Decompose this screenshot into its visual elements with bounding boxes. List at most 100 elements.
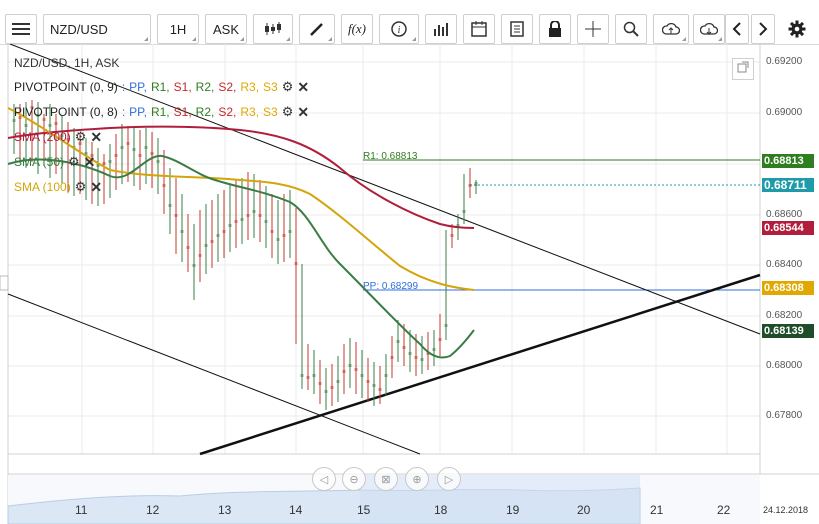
info-button[interactable]: i: [379, 14, 419, 44]
calendar-button[interactable]: [463, 14, 495, 44]
candle-body: [48, 124, 52, 127]
lock-button[interactable]: [539, 14, 571, 44]
candle-body: [132, 148, 136, 151]
cloud-download-button[interactable]: [693, 14, 725, 44]
arrow-right-icon: ▷: [444, 473, 454, 486]
price-chart[interactable]: NZD/USD, 1H, ASK PIVOTPOINT (0, 9) : PP,…: [0, 44, 819, 524]
zoom-button[interactable]: [615, 14, 647, 44]
close-icon[interactable]: ✕: [297, 104, 310, 120]
scroll-left-button[interactable]: [725, 14, 749, 44]
nav-prev-button[interactable]: ◁: [312, 467, 336, 491]
pivot-part: R2,: [195, 105, 215, 119]
indicator-separator: :: [121, 105, 126, 119]
symbol-select[interactable]: NZD/USD: [43, 14, 151, 44]
close-icon[interactable]: ✕: [90, 179, 103, 195]
calendar-icon: [471, 21, 487, 37]
candle-body: [438, 338, 442, 341]
zoom-out-icon: ⊖: [349, 473, 359, 486]
trendline-lower-left: [7, 293, 421, 455]
candle-body: [408, 352, 412, 355]
candle-body: [348, 364, 352, 367]
price-tag: 0.68813: [762, 154, 814, 168]
candle-body: [402, 346, 406, 349]
y-tick-label: 0.68600: [766, 209, 803, 220]
scroll-right-button[interactable]: [751, 14, 775, 44]
x-tick-label: 12: [146, 503, 160, 517]
candle-body: [174, 214, 178, 217]
candle-body: [138, 154, 142, 157]
fit-icon: ⊠: [381, 473, 391, 486]
bars-button[interactable]: [425, 14, 457, 44]
nav-zoom-out-button[interactable]: ⊖: [342, 467, 366, 491]
x-tick-label: 15: [357, 503, 371, 517]
gear-icon[interactable]: ⚙: [74, 179, 87, 194]
nav-next-button[interactable]: ▷: [437, 467, 461, 491]
pivot-part: PP,: [129, 105, 147, 119]
candle-body: [354, 368, 358, 371]
candle-body: [126, 142, 130, 145]
template-button[interactable]: [501, 14, 533, 44]
menu-button[interactable]: [5, 14, 37, 44]
candle-body: [210, 240, 214, 243]
candle-body: [258, 214, 262, 217]
gear-icon[interactable]: ⚙: [74, 129, 87, 144]
candle-body: [162, 184, 166, 187]
candle-body: [276, 238, 280, 241]
nav-zoom-in-button[interactable]: ⊕: [405, 467, 429, 491]
candle-body: [84, 152, 88, 155]
candle-body: [198, 254, 202, 257]
price-tag: 0.68544: [762, 221, 814, 235]
candle-body: [168, 204, 172, 207]
gear-icon[interactable]: ⚙: [68, 154, 80, 169]
chart-type-button[interactable]: [253, 14, 293, 44]
candles-icon: [264, 22, 282, 36]
candle-body: [54, 122, 58, 125]
maximize-button[interactable]: [732, 58, 754, 80]
candle-body: [468, 184, 472, 187]
timeframe-select[interactable]: 1H: [157, 14, 199, 44]
chart-canvas: [0, 44, 819, 524]
draw-button[interactable]: [299, 14, 335, 44]
function-icon: f(x): [347, 21, 367, 36]
candle-body: [300, 374, 304, 377]
close-icon[interactable]: ✕: [83, 154, 96, 170]
candle-body: [216, 234, 220, 237]
indicator-legend: SMA (50) ⚙ ✕: [14, 154, 96, 170]
arrow-right-icon: [758, 22, 768, 36]
settings-button[interactable]: [783, 14, 811, 44]
gear-icon[interactable]: ⚙: [281, 104, 294, 119]
pivot-part: S1,: [173, 80, 192, 94]
x-tick-label: 20: [577, 503, 591, 517]
pivot-part: PP,: [129, 80, 147, 94]
y-tick-label: 0.68200: [766, 310, 803, 321]
gear-icon[interactable]: ⚙: [281, 79, 294, 94]
close-icon[interactable]: ✕: [90, 129, 103, 145]
candle-body: [156, 160, 160, 163]
candle-body: [228, 224, 232, 227]
candle-body: [30, 106, 34, 109]
indicators-button[interactable]: f(x): [341, 14, 373, 44]
pivot-part: S2,: [218, 105, 237, 119]
candle-body: [144, 146, 148, 149]
x-tick-label: 19: [506, 503, 520, 517]
candle-body: [282, 234, 286, 237]
candle-body: [120, 146, 124, 149]
candle-body: [192, 264, 196, 267]
price-side-select[interactable]: ASK: [205, 14, 247, 44]
x-tick-label: 21: [650, 503, 664, 517]
candle-body: [474, 182, 478, 186]
pivot-part: S3: [263, 105, 278, 119]
zoom-icon: [623, 21, 639, 37]
candle-body: [384, 374, 388, 377]
candle-body: [450, 234, 454, 237]
cloud-upload-button[interactable]: [653, 14, 689, 44]
candle-body: [114, 154, 118, 157]
crosshair-button[interactable]: [577, 14, 609, 44]
candle-body: [312, 374, 316, 377]
pivot-part: R1,: [150, 80, 170, 94]
nav-fit-button[interactable]: ⊠: [374, 467, 398, 491]
pivot-part: S2,: [218, 80, 237, 94]
close-icon[interactable]: ✕: [297, 79, 310, 95]
candle-body: [378, 388, 382, 391]
template-icon: [509, 21, 525, 37]
